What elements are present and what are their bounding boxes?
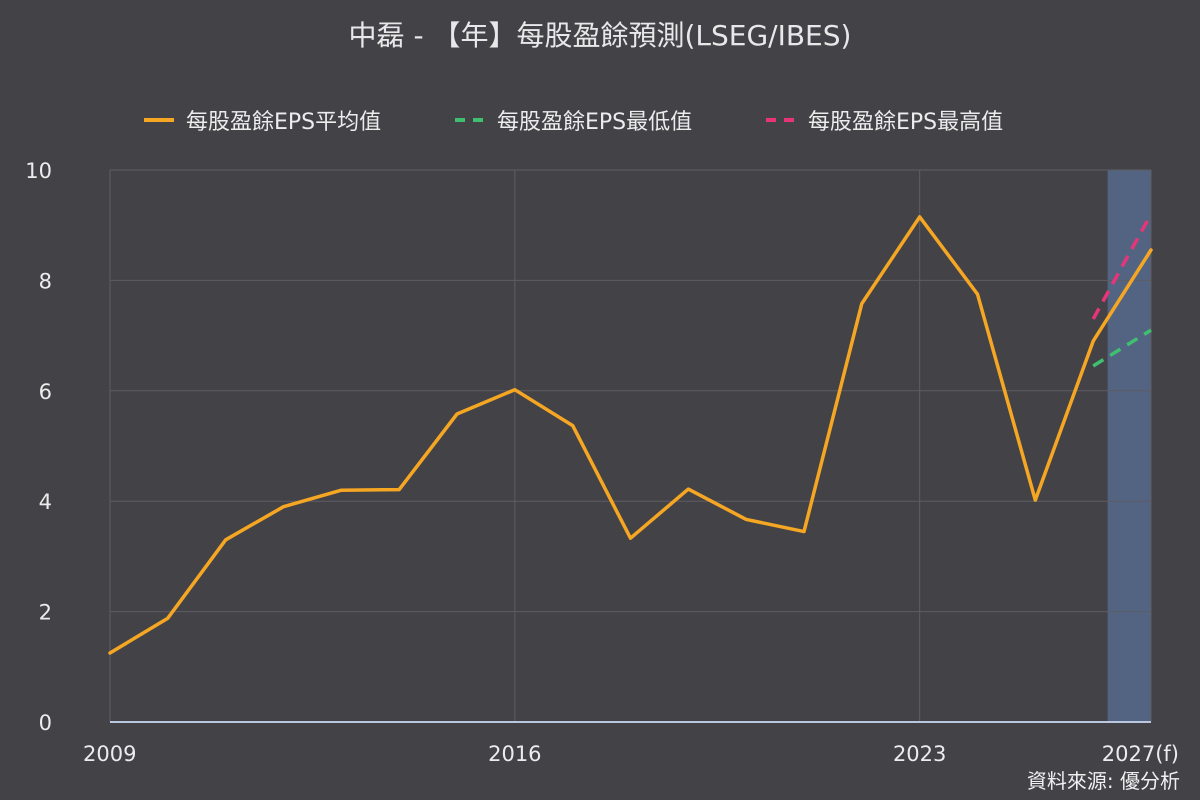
legend-label-low: 每股盈餘EPS最低值 [497, 110, 693, 135]
y-tick-label: 6 [39, 380, 52, 404]
legend-label-average: 每股盈餘EPS平均值 [186, 110, 382, 135]
chart-title: 中磊 - 【年】每股盈餘預測(LSEG/IBES) [348, 19, 852, 52]
chart-legend: 每股盈餘EPS平均值 每股盈餘EPS最低值 每股盈餘EPS最高值 [0, 104, 1200, 138]
y-tick-label: 0 [39, 711, 52, 735]
legend-item-low[interactable]: 每股盈餘EPS最低值 [455, 104, 692, 136]
legend-swatch-low [455, 118, 485, 122]
y-tick-label: 2 [39, 601, 52, 625]
x-tick-label: 2009 [83, 742, 136, 766]
y-tick-label: 10 [25, 159, 52, 183]
source-note: 資料來源: 優分析 [1026, 769, 1180, 793]
y-tick-label: 8 [39, 269, 52, 293]
series-line-low [1092, 328, 1152, 368]
x-tick-label: 2027(f) [1102, 742, 1179, 766]
legend-swatch-high [766, 118, 796, 122]
series-line-average [108, 215, 1153, 655]
x-tick-label: 2023 [893, 742, 946, 766]
legend-label-high: 每股盈餘EPS最高值 [808, 110, 1004, 135]
legend-item-average[interactable]: 每股盈餘EPS平均值 [144, 104, 381, 136]
legend-swatch-average [144, 118, 174, 122]
y-tick-label: 4 [39, 490, 52, 514]
legend-item-high[interactable]: 每股盈餘EPS最高值 [766, 104, 1003, 136]
x-tick-label: 2016 [488, 742, 541, 766]
forecast-region [1107, 170, 1151, 722]
